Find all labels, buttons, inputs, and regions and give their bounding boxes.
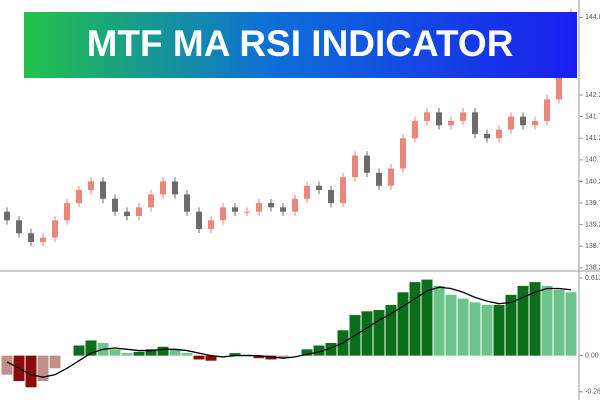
histogram-bar <box>374 310 385 356</box>
candle-body <box>88 181 94 190</box>
candle-body <box>28 233 34 242</box>
histogram-bar <box>50 356 61 369</box>
histogram-bar <box>110 349 121 355</box>
y-tick-label: 141.7 <box>585 113 600 120</box>
candle-body <box>316 186 322 190</box>
histogram-bar <box>554 290 565 356</box>
histogram-bar <box>494 305 505 356</box>
candle-body <box>328 190 334 203</box>
candle-body <box>136 207 142 216</box>
candle-body <box>124 212 130 216</box>
y-tick-label: 138.7 <box>585 243 600 250</box>
candle-body <box>292 199 298 212</box>
candle-body <box>424 112 430 121</box>
candle-body <box>268 203 274 207</box>
candle-body <box>484 134 490 138</box>
histogram-bar <box>482 305 493 356</box>
candle-body <box>220 207 226 220</box>
candle-body <box>448 121 454 125</box>
candle-body <box>196 212 202 229</box>
candle-body <box>76 190 82 203</box>
histogram-bar <box>458 299 469 356</box>
y-tick-label: 139.2 <box>585 221 600 228</box>
candle-body <box>172 181 178 194</box>
histogram-bar <box>134 352 145 356</box>
y-tick-label: 140.7 <box>585 157 600 164</box>
candle-body <box>64 203 70 220</box>
candle-body <box>4 212 10 221</box>
candle-body <box>304 186 310 199</box>
histogram-bar <box>506 295 517 356</box>
candle-body <box>532 121 538 125</box>
candle-body <box>376 173 382 186</box>
histogram-bar <box>182 353 193 356</box>
candle-body <box>508 117 514 130</box>
candle-body <box>472 112 478 134</box>
y-tick-label: 144.0 <box>585 14 600 21</box>
histogram-bar <box>530 282 541 356</box>
candle-body <box>544 99 550 121</box>
candle-body <box>352 156 358 178</box>
candle-body <box>520 117 526 126</box>
histogram-bar <box>26 356 37 388</box>
candle-body <box>16 220 22 233</box>
histogram-bar <box>122 353 133 356</box>
y-tick-label: 0.00 <box>585 352 599 359</box>
y-tick-label: 139.7 <box>585 200 600 207</box>
candle-body <box>364 156 370 173</box>
candle-body <box>412 121 418 138</box>
histogram-bar <box>362 311 373 355</box>
candle-body <box>496 130 502 139</box>
y-tick-label: 140.2 <box>585 178 600 185</box>
histogram-bar <box>446 295 457 356</box>
y-tick-label: 0.613 <box>585 275 600 282</box>
candle-body <box>460 112 466 121</box>
candle-body <box>184 194 190 211</box>
histogram-bar <box>74 346 85 356</box>
candle-body <box>244 212 250 213</box>
histogram-bar <box>2 356 13 375</box>
candle-body <box>256 203 262 212</box>
candle-body <box>148 194 154 207</box>
histogram-bar <box>470 302 481 355</box>
histogram-bar <box>386 305 397 356</box>
candle-body <box>160 181 166 194</box>
y-tick-label: -0.285 <box>585 389 600 396</box>
y-tick-label: 141.2 <box>585 135 600 142</box>
histogram-bar <box>158 347 169 356</box>
candle-body <box>340 177 346 203</box>
histogram-bar <box>410 282 421 356</box>
candle-body <box>40 238 46 242</box>
candle-body <box>280 207 286 211</box>
candle-body <box>52 220 58 237</box>
candle-body <box>208 220 214 229</box>
candle-body <box>400 138 406 168</box>
y-tick-label: 142.2 <box>585 92 600 99</box>
candle-body <box>232 207 238 211</box>
candle-body <box>436 112 442 125</box>
histogram-bar <box>398 292 409 355</box>
histogram-bar <box>194 356 205 360</box>
histogram-bar <box>434 286 445 356</box>
histogram-bar <box>542 286 553 356</box>
candle-body <box>388 168 394 185</box>
candle-body <box>112 199 118 212</box>
histogram-bar <box>566 292 577 355</box>
chart-title: MTF MA RSI INDICATOR <box>87 23 514 64</box>
candle-body <box>100 181 106 198</box>
